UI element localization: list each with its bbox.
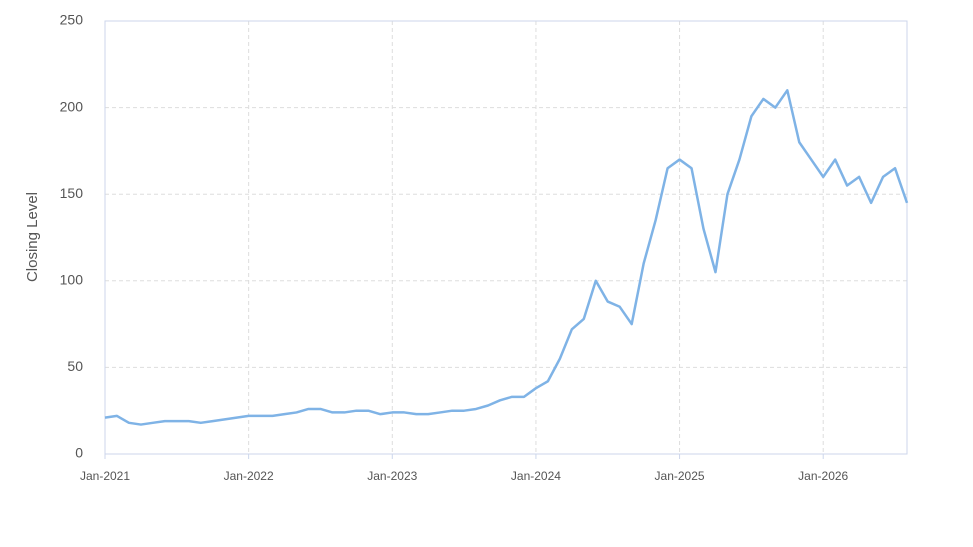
line	[104, 89, 909, 426]
y-tick-label: 100	[60, 272, 84, 288]
y-tick-label: 250	[60, 12, 84, 28]
y-tick-label: 50	[67, 358, 83, 374]
y-axis-label: Closing Level	[24, 192, 41, 282]
x-tick-label: Jan-2025	[655, 469, 705, 483]
x-tick-label: Jan-2022	[224, 469, 274, 483]
x-tick-label: Jan-2026	[798, 469, 848, 483]
x-tick-label: Jan-2021	[80, 469, 130, 483]
x-tick-label: Jan-2024	[511, 469, 561, 483]
y-tick-label: 150	[60, 185, 84, 201]
plot-border	[104, 20, 908, 455]
y-tick-label: 200	[60, 98, 84, 114]
y-tick-label: 0	[75, 445, 83, 461]
x-tick-label: Jan-2023	[367, 469, 417, 483]
